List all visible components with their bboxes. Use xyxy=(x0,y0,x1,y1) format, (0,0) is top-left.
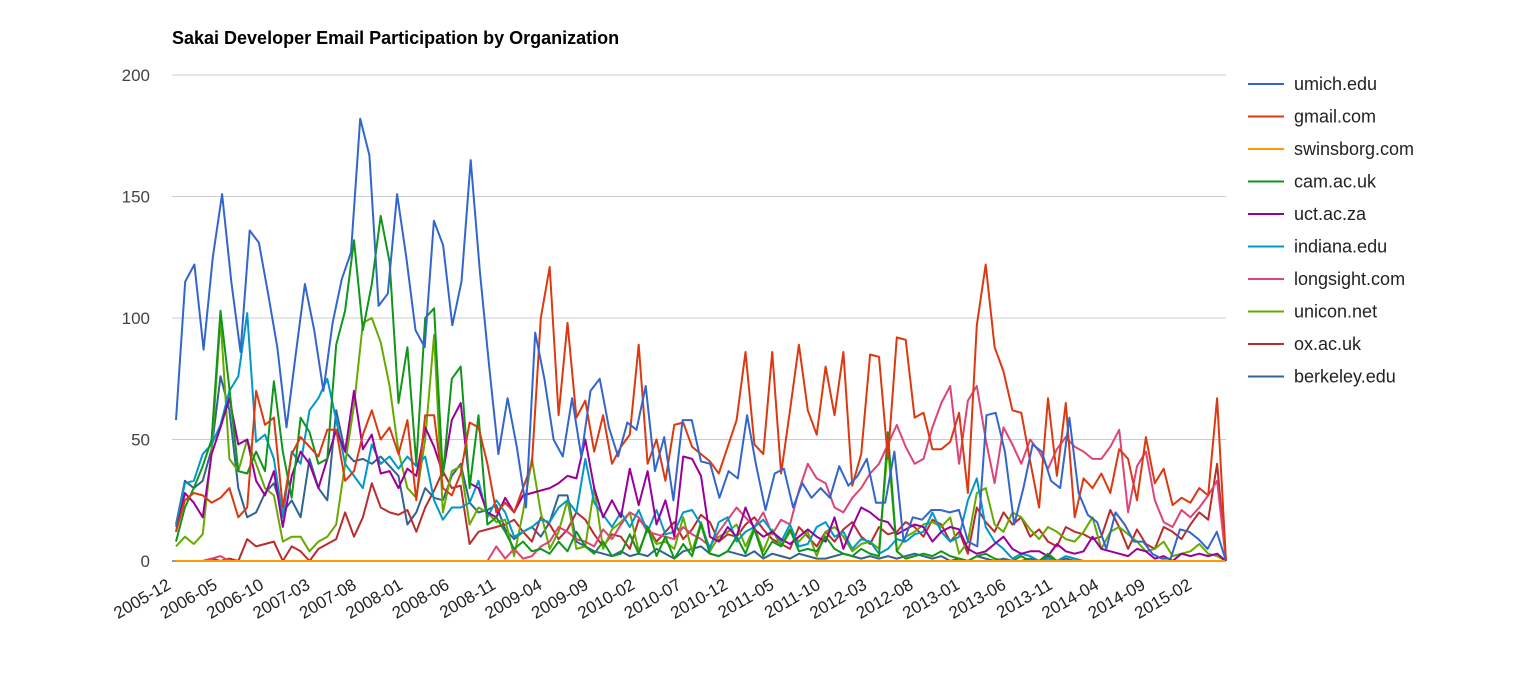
series-line-ox.ac.uk xyxy=(176,462,1227,562)
legend-label: unicon.net xyxy=(1294,302,1377,322)
y-tick-label: 150 xyxy=(122,188,150,207)
legend-label: gmail.com xyxy=(1294,107,1376,127)
legend-entry[interactable]: gmail.com xyxy=(1248,107,1376,127)
legend-entry[interactable]: swinsborg.com xyxy=(1248,139,1414,159)
legend-label: uct.ac.za xyxy=(1294,204,1367,224)
legend-label: berkeley.edu xyxy=(1294,367,1396,387)
legend-entry[interactable]: umich.edu xyxy=(1248,74,1377,94)
legend-entry[interactable]: unicon.net xyxy=(1248,302,1377,322)
legend-entry[interactable]: berkeley.edu xyxy=(1248,367,1396,387)
series-lines xyxy=(175,117,1227,562)
legend-label: ox.ac.uk xyxy=(1294,334,1362,354)
legend-entry[interactable]: cam.ac.uk xyxy=(1248,172,1377,192)
series-line-uct.ac.za xyxy=(175,389,1227,562)
series-line-umich.edu xyxy=(175,117,1227,562)
y-tick-label: 0 xyxy=(141,552,150,571)
series-line-gmail.com xyxy=(175,263,1227,562)
y-axis-ticks: 0 50 100 150 200 xyxy=(122,66,150,571)
y-tick-label: 50 xyxy=(131,431,150,450)
y-tick-label: 200 xyxy=(122,66,150,85)
legend-entry[interactable]: ox.ac.uk xyxy=(1248,334,1362,354)
legend-label: indiana.edu xyxy=(1294,237,1387,257)
y-tick-label: 100 xyxy=(122,309,150,328)
legend-entry[interactable]: uct.ac.za xyxy=(1248,204,1367,224)
legend-label: umich.edu xyxy=(1294,74,1377,94)
legend-label: swinsborg.com xyxy=(1294,139,1414,159)
legend-label: longsight.com xyxy=(1294,269,1405,289)
series-line-unicon.net xyxy=(175,317,1227,562)
gridlines xyxy=(172,74,1226,562)
x-axis-ticks: 2005-122006-052006-102007-032007-082008-… xyxy=(110,575,1194,623)
series-line-berkeley.edu xyxy=(175,375,1226,562)
legend-entry[interactable]: indiana.edu xyxy=(1248,237,1387,257)
series-line-cam.ac.uk xyxy=(175,214,1226,562)
chart-title: Sakai Developer Email Participation by O… xyxy=(172,28,619,48)
legend: umich.edu gmail.com swinsborg.com cam.ac.uk… xyxy=(1248,74,1414,387)
legend-entry[interactable]: longsight.com xyxy=(1248,269,1405,289)
legend-label: cam.ac.uk xyxy=(1294,172,1377,192)
